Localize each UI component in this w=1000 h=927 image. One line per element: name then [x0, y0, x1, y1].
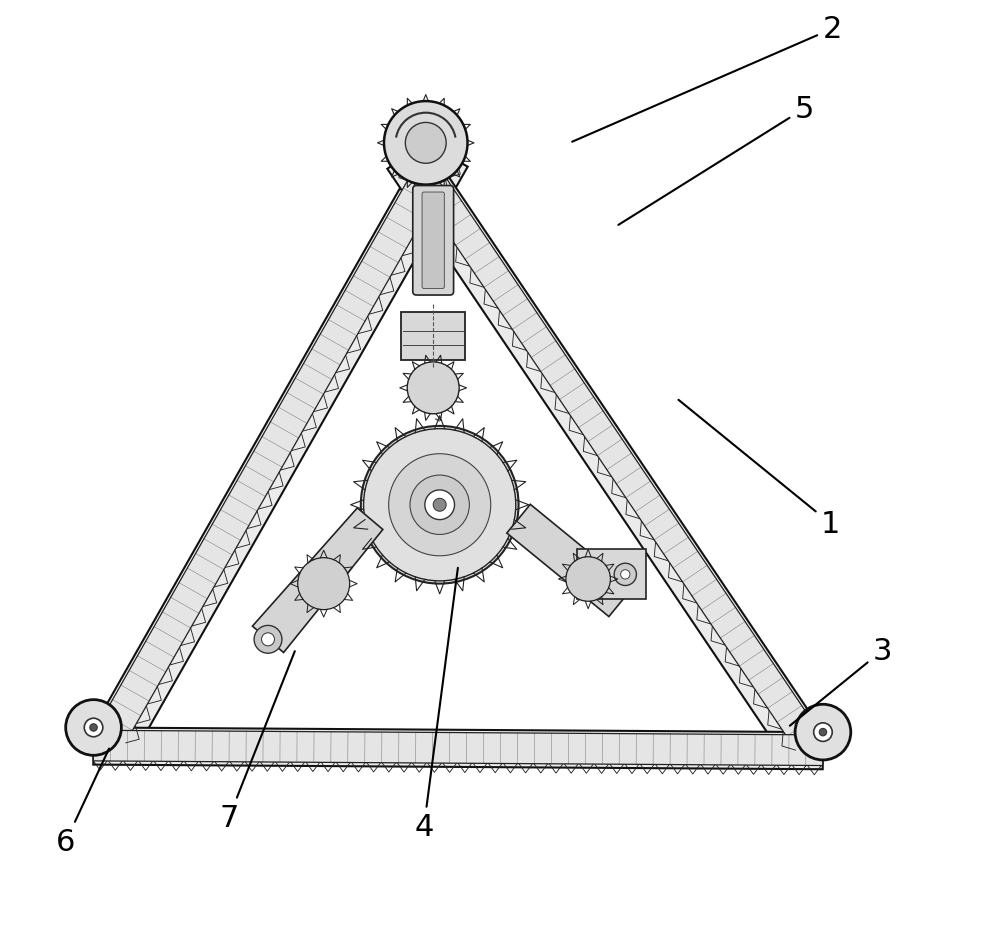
Text: 2: 2: [572, 15, 842, 143]
FancyBboxPatch shape: [401, 312, 465, 361]
Circle shape: [90, 724, 97, 731]
FancyBboxPatch shape: [422, 193, 444, 289]
Circle shape: [66, 700, 121, 756]
Circle shape: [814, 723, 832, 742]
Text: 1: 1: [678, 400, 840, 539]
Polygon shape: [93, 730, 823, 766]
Text: 6: 6: [56, 749, 109, 857]
Circle shape: [405, 123, 446, 164]
Circle shape: [84, 718, 103, 737]
Polygon shape: [252, 508, 383, 653]
FancyBboxPatch shape: [577, 550, 646, 600]
Text: 4: 4: [414, 568, 458, 842]
FancyBboxPatch shape: [413, 186, 454, 296]
Circle shape: [566, 557, 610, 602]
Circle shape: [433, 499, 446, 512]
Text: 7: 7: [219, 652, 295, 832]
Circle shape: [614, 564, 636, 586]
Circle shape: [407, 362, 459, 414]
Circle shape: [425, 490, 455, 520]
Polygon shape: [96, 145, 456, 745]
Polygon shape: [507, 505, 632, 616]
Text: 3: 3: [790, 636, 892, 726]
Circle shape: [819, 729, 827, 736]
Circle shape: [361, 426, 519, 584]
Circle shape: [389, 454, 491, 556]
Circle shape: [254, 626, 282, 654]
Circle shape: [621, 570, 630, 579]
Text: 5: 5: [618, 95, 814, 225]
Circle shape: [298, 558, 350, 610]
Polygon shape: [94, 144, 468, 752]
Circle shape: [410, 476, 469, 535]
Circle shape: [384, 102, 468, 185]
Circle shape: [262, 633, 274, 646]
Circle shape: [795, 705, 851, 760]
Polygon shape: [93, 728, 823, 769]
Polygon shape: [399, 146, 821, 751]
Polygon shape: [387, 144, 823, 758]
